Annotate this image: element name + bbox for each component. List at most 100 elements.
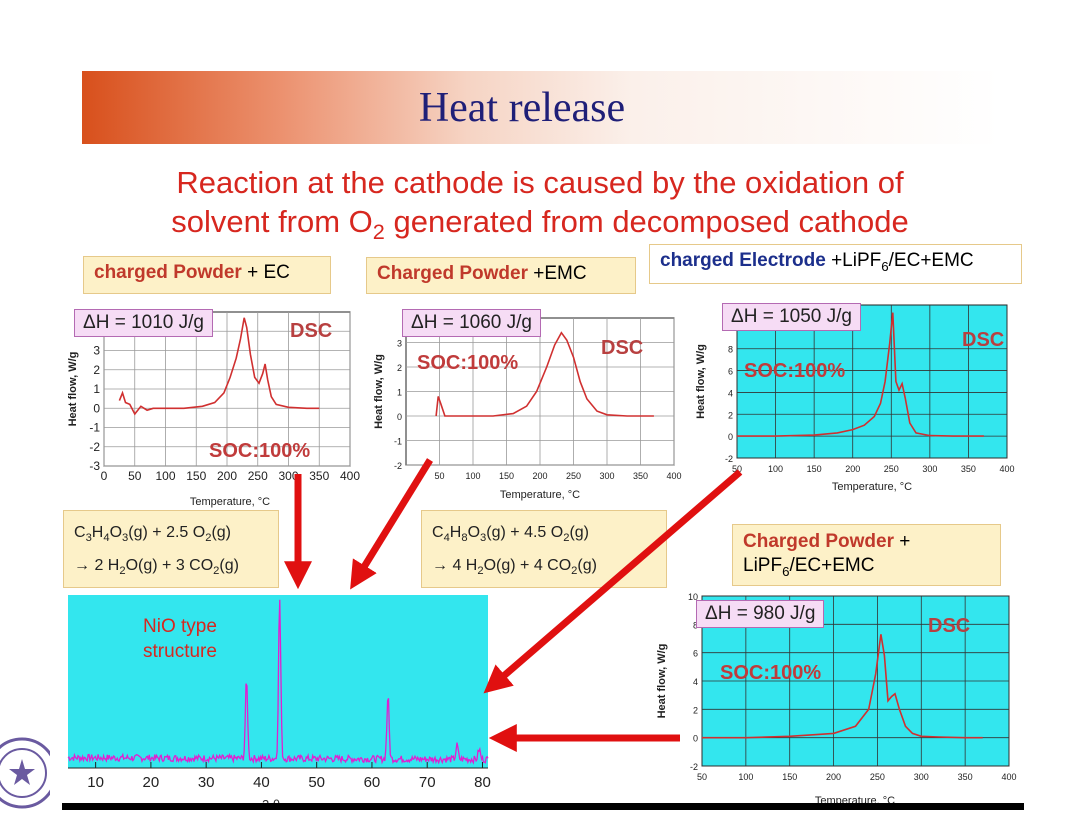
- dsc3-x-tick-label: 250: [884, 464, 899, 474]
- dsc1-y-tick-label: 2: [93, 363, 100, 377]
- dsc2-tag: DSC: [601, 337, 644, 359]
- dsc3-y-tick-label: 2: [728, 410, 733, 420]
- dsc4-x-tick-label: 400: [1001, 772, 1016, 782]
- dsc2-chart: 50 100 150 200 250 300 350 400 -2 -1 0 1 2 3 Temperatu…: [373, 317, 682, 501]
- dsc4-x-tick-label: 250: [870, 772, 885, 782]
- dsc2-delta-h: ΔH = 1060 J/g: [402, 309, 541, 337]
- dsc2-y-axis-title: Heat flow, W/g: [373, 354, 385, 429]
- label-charged-electrode: charged Electrode +LiPF6/EC+EMC: [649, 244, 1022, 284]
- dsc2-x-tick-label: 400: [666, 471, 681, 481]
- heading-line-2: solvent from O2 generated from decompose…: [171, 204, 909, 245]
- dsc2-y-tick-label: 3: [397, 339, 402, 349]
- xrd-x-tick-label: 10: [87, 774, 104, 791]
- xrd-x-tick-label: 40: [253, 774, 270, 791]
- dsc3-x-tick-label: 50: [732, 464, 742, 474]
- university-seal-icon: [0, 737, 50, 809]
- xrd-x-tick-label: 30: [198, 774, 215, 791]
- equation-emc-line-1: C4H8O3(g) + 4.5 O2(g): [432, 524, 589, 545]
- dsc1-y-tick-label: -2: [89, 440, 100, 454]
- dsc4-x-tick-label: 50: [697, 772, 707, 782]
- xrd-x-tick-label: 50: [308, 774, 325, 791]
- dsc1-y-tick-label: -1: [89, 421, 100, 435]
- dsc4-y-tick-label: -2: [690, 762, 698, 772]
- dsc3-tag: DSC: [962, 329, 1005, 351]
- dsc1-x-axis-title: Temperature, °C: [190, 496, 270, 508]
- equation-emc: C4H8O3(g) + 4.5 O2(g) → 4 H2O(g) + 4 CO2…: [421, 510, 667, 588]
- dsc1-x-tick-label: 0: [101, 469, 108, 483]
- xrd-chart: 10 20 30 40 50 60 70 80: [67, 595, 491, 791]
- dsc1-x-tick-label: 350: [309, 469, 329, 483]
- equation-emc-line-2: → 4 H2O(g) + 4 CO2(g): [432, 557, 597, 578]
- xrd-annotation-line-2: structure: [143, 641, 217, 662]
- dsc4-y-axis-title: Heat flow, W/g: [656, 644, 668, 719]
- dsc4-series-line: [702, 634, 983, 739]
- dsc2-soc: SOC:100%: [417, 352, 519, 374]
- dsc4-y-tick-label: 2: [693, 705, 698, 715]
- dsc1-y-tick-label: -3: [89, 459, 100, 473]
- xrd-axis-label-partial: 2 θ: [262, 797, 280, 803]
- dsc3-x-tick-label: 150: [807, 464, 822, 474]
- dsc3-soc: SOC:100%: [744, 360, 846, 382]
- dsc3-x-tick-label: 300: [922, 464, 937, 474]
- label-charged-powder-emc: Charged Powder +EMC: [366, 257, 636, 294]
- dsc1-x-tick-label: 150: [186, 469, 206, 483]
- dsc1-soc: SOC:100%: [209, 440, 311, 462]
- dsc2-x-axis-title: Temperature, °C: [500, 489, 580, 501]
- dsc2-y-tick-label: 1: [397, 388, 402, 398]
- xrd-x-tick-label: 60: [364, 774, 381, 791]
- dsc1-delta-h: ΔH = 1010 J/g: [74, 309, 213, 337]
- dsc1-x-tick-label: 300: [278, 469, 298, 483]
- equation-ec: C3H4O3(g) + 2.5 O2(g) → 2 H2O(g) + 3 CO2…: [63, 510, 279, 588]
- dsc2-y-tick-label: -1: [394, 437, 402, 447]
- dsc4-delta-h: ΔH = 980 J/g: [696, 600, 825, 628]
- dsc2-x-tick-label: 250: [566, 471, 581, 481]
- dsc3-y-tick-label: 0: [728, 432, 733, 442]
- dsc1-chart: 050100150200250300350400-3-2-101234Tempe…: [67, 311, 360, 508]
- dsc4-x-tick-label: 300: [914, 772, 929, 782]
- dsc1-x-tick-label: 100: [155, 469, 175, 483]
- dsc2-y-tick-label: 0: [397, 412, 402, 422]
- dsc4-y-tick-label: 10: [688, 592, 698, 602]
- dsc1-tag: DSC: [290, 320, 333, 342]
- dsc1-series-line: [118, 317, 320, 416]
- dsc2-x-tick-label: 100: [465, 471, 480, 481]
- label-charged-powder-lipf6: Charged Powder + LiPF6/EC+EMC: [732, 524, 1001, 586]
- dsc3-y-tick-label: 8: [728, 345, 733, 355]
- dsc3-x-tick-label: 400: [999, 464, 1014, 474]
- arrow-dsc2-to-xrd: [350, 458, 433, 590]
- dsc2-y-tick-label: -2: [394, 461, 402, 471]
- dsc1-x-tick-label: 50: [128, 469, 142, 483]
- dsc2-x-tick-label: 200: [532, 471, 547, 481]
- dsc2-x-tick-label: 300: [599, 471, 614, 481]
- xrd-x-tick-label: 80: [474, 774, 491, 791]
- xrd-series-line: [67, 599, 489, 765]
- dsc2-x-tick-label: 150: [499, 471, 514, 481]
- dsc1-y-tick-label: 0: [93, 401, 100, 415]
- dsc3-y-tick-label: 6: [728, 367, 733, 377]
- dsc3-delta-h: ΔH = 1050 J/g: [722, 303, 861, 331]
- xrd-annotation-line-1: NiO type: [143, 616, 217, 637]
- dsc4-x-tick-label: 200: [826, 772, 841, 782]
- dsc3-series-line: [737, 312, 984, 437]
- dsc4-y-tick-label: 8: [693, 620, 698, 630]
- heading-line-1: Reaction at the cathode is caused by the…: [176, 165, 904, 200]
- dsc4-y-tick-label: 6: [693, 649, 698, 659]
- dsc3-x-tick-label: 100: [768, 464, 783, 474]
- dsc3-x-tick-label: 200: [845, 464, 860, 474]
- xrd-annotation: NiO type structure: [120, 614, 240, 664]
- dsc3-x-tick-label: 350: [961, 464, 976, 474]
- dsc1-x-tick-label: 400: [340, 469, 360, 483]
- dsc2-y-tick-label: 2: [397, 363, 402, 373]
- dsc4-soc: SOC:100%: [720, 662, 822, 684]
- title-bar: [82, 71, 1000, 144]
- dsc4-y-tick-label: 4: [693, 677, 698, 687]
- dsc2-series-line: [435, 331, 654, 417]
- dsc1-y-tick-label: 3: [93, 344, 100, 358]
- arrow-dsc3-to-xrd: [483, 469, 743, 694]
- equation-ec-line-1: C3H4O3(g) + 2.5 O2(g): [74, 524, 231, 545]
- dsc3-y-axis-title: Heat flow, W/g: [695, 344, 707, 419]
- dsc3-y-tick-label: -2: [725, 454, 733, 464]
- dsc2-x-tick-label: 50: [434, 471, 444, 481]
- dsc4-x-tick-label: 100: [738, 772, 753, 782]
